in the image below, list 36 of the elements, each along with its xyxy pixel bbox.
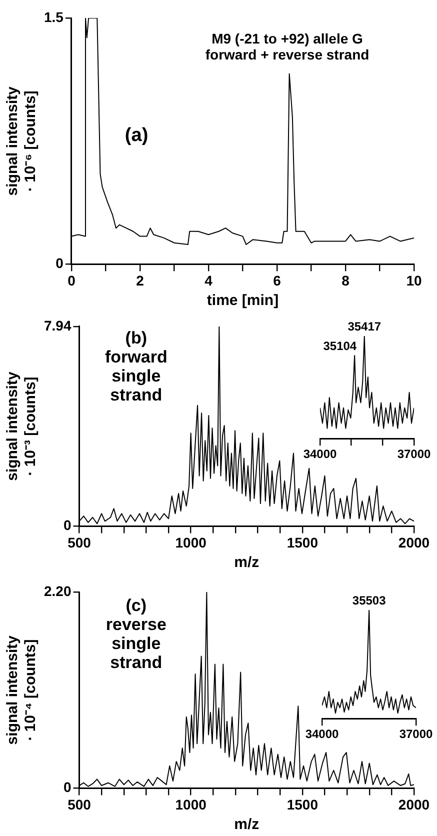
x-tick-label: 8 — [342, 272, 350, 288]
y-tick-label: 1.5 — [44, 8, 64, 25]
x-axis-title: m/z — [234, 816, 260, 834]
x-axis-title: time [min] — [206, 292, 279, 310]
x-tick-label: 10 — [406, 272, 422, 288]
y-tick-label: 0 — [63, 517, 72, 534]
x-tick-label: 37000 — [397, 447, 432, 462]
annotation: 35417 — [348, 319, 382, 334]
x-tick-label: 34000 — [303, 447, 338, 462]
annotation: (c) reverse single strand — [106, 596, 166, 672]
annotation: 35104 — [323, 338, 357, 353]
x-tick-label: 1500 — [286, 796, 318, 812]
annotation: (b) forward single strand — [104, 328, 168, 405]
annotation: (a) — [124, 125, 148, 146]
x-tick-label: 1500 — [286, 534, 318, 550]
x-tick-label: 2 — [136, 272, 144, 288]
x-tick-label: 500 — [68, 796, 92, 812]
y-axis-title: signal intensity · 10⁻³ [counts] — [4, 371, 40, 481]
x-axis-title: m/z — [234, 554, 260, 572]
y-tick-label: 7.94 — [44, 317, 72, 334]
x-tick-label: 37000 — [399, 727, 434, 742]
y-tick-label: 2.20 — [44, 582, 72, 599]
x-tick-label: 6 — [273, 272, 282, 288]
x-tick-label: 2000 — [398, 796, 430, 812]
annotation: M9 (-21 to +92) allele G forward + reverse strand — [205, 30, 370, 62]
x-tick-label: 500 — [68, 534, 92, 550]
x-tick-label: 34000 — [305, 727, 340, 742]
annotation: 35503 — [352, 593, 386, 608]
y-tick-label: 0 — [63, 779, 72, 796]
x-tick-label: 4 — [204, 272, 213, 288]
y-axis-title: signal intensity · 10⁻⁴ [counts] — [4, 634, 40, 745]
x-tick-label: 1000 — [175, 534, 207, 550]
x-tick-label: 2000 — [398, 534, 430, 550]
x-tick-label: 1000 — [175, 796, 207, 812]
y-tick-label: 0 — [56, 255, 64, 272]
y-axis-title: signal intensity · 10⁻⁶ [counts] — [4, 86, 40, 196]
